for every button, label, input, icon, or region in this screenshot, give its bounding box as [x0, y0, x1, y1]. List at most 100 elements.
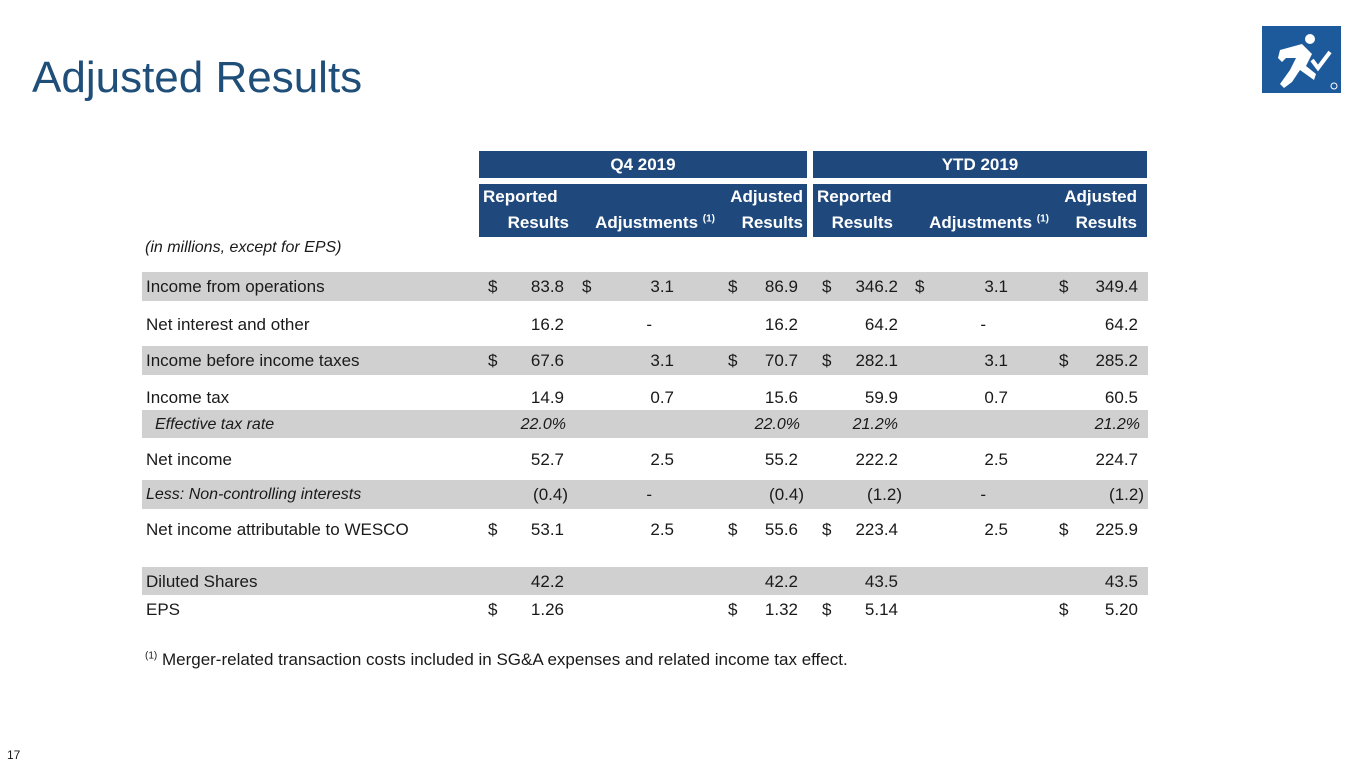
dollar-sign: $	[728, 600, 738, 619]
q4-reported-value: 16.2	[530, 315, 564, 334]
q4-reported-value: (0.4)	[533, 485, 568, 504]
ytd-adjusted-value: 225.9	[1095, 520, 1138, 539]
row-label: Income from operations	[146, 277, 325, 296]
q4-adjustments-value: -	[646, 485, 652, 504]
q4-reported-value: 42.2	[530, 572, 564, 591]
dollar-sign: $	[488, 277, 498, 296]
row-label: Income before income taxes	[146, 351, 360, 370]
ytd-adjustments-value: 0.7	[984, 388, 1008, 407]
table-row: Net interest and other 16.2 - 16.2 64.2 …	[142, 310, 1148, 339]
row-label: Net income	[146, 450, 232, 469]
q4-adjusted-value: 55.2	[764, 450, 798, 469]
ytd-reported-value: (1.2)	[867, 485, 902, 504]
dollar-sign: $	[822, 351, 832, 370]
table-row: Income from operations $ 83.8 $ 3.1 $ 86…	[142, 272, 1148, 301]
ytd-reported-value: 282.1	[855, 351, 898, 370]
adjustments-header: Adjustments (1)	[595, 213, 715, 232]
q4-adjusted-value: 16.2	[764, 315, 798, 334]
dollar-sign: $	[822, 600, 832, 619]
q4-adjusted-value: (0.4)	[769, 485, 804, 504]
page-title: Adjusted Results	[32, 53, 363, 102]
table-row: Less: Non-controlling interests (0.4) - …	[142, 480, 1148, 509]
ytd-reported-value: 64.2	[864, 315, 898, 334]
q4-adjustments-value: 0.7	[650, 388, 674, 407]
table-row: Net income 52.7 2.5 55.2 222.2 2.5 224.7	[142, 445, 1148, 474]
q4-adjusted-value: 55.6	[764, 520, 798, 539]
q4-adjustments-value: 2.5	[650, 520, 674, 539]
q4-adjustments-value: 3.1	[650, 277, 674, 296]
ytd-adjusted-value: (1.2)	[1109, 485, 1144, 504]
ytd-adjustments-value: 2.5	[984, 520, 1008, 539]
ytd-reported-value: 5.14	[864, 600, 898, 619]
ytd-adjustments-value: -	[980, 315, 986, 334]
q4-column-headers: Reported Results Adjustments (1) Adjuste…	[479, 184, 807, 237]
row-label: Net interest and other	[146, 315, 310, 334]
page-number: 17	[7, 748, 21, 762]
footnote: (1) Merger-related transaction costs inc…	[145, 650, 848, 670]
dollar-sign: $	[1059, 520, 1069, 539]
q4-reported-value: 22.0%	[520, 416, 566, 433]
adjusted-results-header: Adjusted Results	[730, 187, 803, 232]
table-row: Income tax 14.9 0.7 15.6 59.9 0.7 60.5	[142, 383, 1148, 412]
dollar-sign: $	[582, 277, 592, 296]
q4-adjusted-value: 22.0%	[754, 416, 800, 433]
dollar-sign: $	[728, 520, 738, 539]
q4-reported-value: 83.8	[530, 277, 564, 296]
adjusted-results-header: Adjusted Results	[1064, 187, 1137, 232]
reported-results-header: Reported Results	[817, 187, 893, 232]
row-label: EPS	[146, 600, 181, 619]
dollar-sign: $	[1059, 351, 1069, 370]
q4-adjustments-value: 2.5	[650, 450, 674, 469]
dollar-sign: $	[488, 600, 498, 619]
ytd-adjusted-value: 285.2	[1095, 351, 1138, 370]
dollar-sign: $	[488, 351, 498, 370]
ytd-adjusted-value: 224.7	[1095, 450, 1138, 469]
table-row: Income before income taxes $ 67.6 3.1 $ …	[142, 346, 1148, 375]
ytd-reported-value: 21.2%	[852, 416, 898, 433]
ytd-adjusted-value: 5.20	[1104, 600, 1138, 619]
ytd-reported-value: 222.2	[855, 450, 898, 469]
dollar-sign: $	[1059, 277, 1069, 296]
ytd-reported-value: 59.9	[864, 388, 898, 407]
dollar-sign: $	[915, 277, 925, 296]
ytd-reported-value: 43.5	[864, 572, 898, 591]
footnote-text: Merger-related transaction costs include…	[157, 650, 848, 669]
q4-adjusted-value: 70.7	[764, 351, 798, 370]
dollar-sign: $	[1059, 600, 1069, 619]
dollar-sign: $	[728, 277, 738, 296]
q4-adjustments-value: 3.1	[650, 351, 674, 370]
adjustments-header: Adjustments (1)	[929, 213, 1049, 232]
dollar-sign: $	[822, 277, 832, 296]
q4-reported-value: 53.1	[530, 520, 564, 539]
ytd-reported-value: 223.4	[855, 520, 898, 539]
table-row: EPS $ 1.26 $ 1.32 $ 5.14 $ 5.20	[142, 595, 1148, 624]
q4-reported-value: 67.6	[530, 351, 564, 370]
dollar-sign: $	[728, 351, 738, 370]
ytd-adjustments-value: 3.1	[984, 351, 1008, 370]
ytd-adjustments-value: -	[980, 485, 986, 504]
company-logo	[1262, 26, 1341, 93]
table-row: Effective tax rate 22.0% 22.0% 21.2% 21.…	[142, 410, 1148, 438]
q4-adjusted-value: 15.6	[764, 388, 798, 407]
ytd-2019-header: YTD 2019	[813, 151, 1147, 178]
table-row: Net income attributable to WESCO $ 53.1 …	[142, 515, 1148, 544]
row-label: Less: Non-controlling interests	[146, 486, 362, 503]
q4-adjusted-value: 42.2	[764, 572, 798, 591]
dollar-sign: $	[488, 520, 498, 539]
ytd-adjustments-value: 3.1	[984, 277, 1008, 296]
row-label: Net income attributable to WESCO	[146, 520, 409, 539]
q4-reported-value: 52.7	[530, 450, 564, 469]
q4-adjusted-value: 86.9	[764, 277, 798, 296]
running-man-check-icon	[1262, 26, 1341, 93]
ytd-column-headers: Reported Results Adjustments (1) Adjuste…	[813, 184, 1147, 237]
q4-2019-header: Q4 2019	[479, 151, 807, 178]
footnote-marker: (1)	[145, 650, 158, 662]
ytd-adjusted-value: 60.5	[1104, 388, 1138, 407]
ytd-adjusted-value: 64.2	[1104, 315, 1138, 334]
row-label: Income tax	[146, 388, 230, 407]
reported-results-header: Reported Results	[483, 187, 569, 232]
row-label: Effective tax rate	[155, 416, 275, 433]
ytd-adjusted-value: 349.4	[1095, 277, 1138, 296]
ytd-adjusted-value: 43.5	[1104, 572, 1138, 591]
table-row: Diluted Shares 42.2 42.2 43.5 43.5	[142, 567, 1148, 595]
